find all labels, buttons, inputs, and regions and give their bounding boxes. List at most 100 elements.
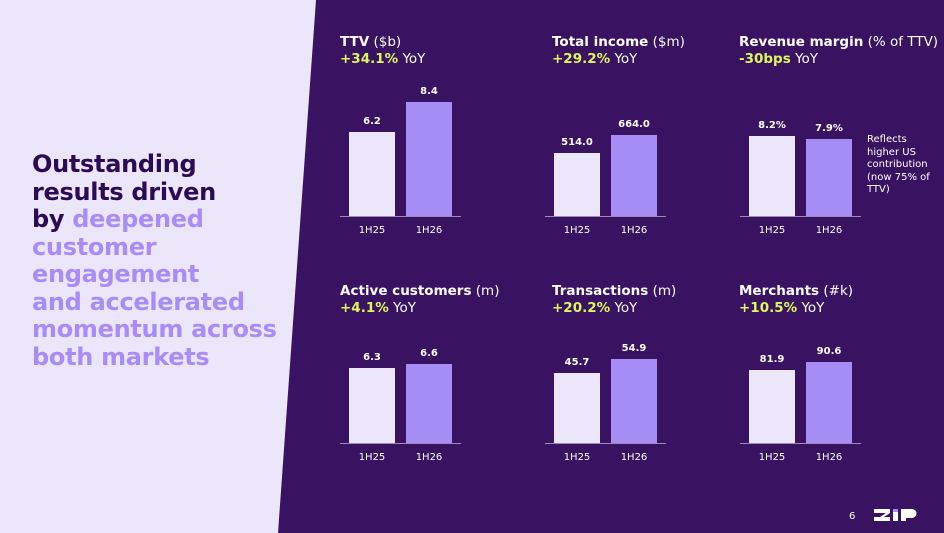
headline-text: customer — [32, 232, 157, 261]
bar — [406, 364, 452, 443]
value-label: 90.6 — [816, 346, 842, 357]
annotation: Reflects higher US contribution (now 75%… — [867, 134, 930, 195]
chart-unit: ($m) — [652, 34, 685, 50]
change-value: +10.5% — [739, 300, 798, 316]
value-label: 6.2 — [363, 115, 381, 127]
bar — [806, 362, 852, 443]
chart-title: Active customers (m) — [340, 283, 499, 299]
headline-text: momentum across — [32, 315, 277, 343]
category-label: 1H25 — [758, 452, 786, 463]
value-label: 81.9 — [759, 353, 785, 365]
headline-line: both markets — [32, 342, 277, 372]
axis-line — [740, 443, 861, 444]
value-label: 8.2% — [758, 120, 786, 131]
chart-title-text: Active customers — [340, 283, 472, 299]
change-suffix: YoY — [614, 51, 638, 67]
chart-title: TTV ($b) — [340, 34, 401, 50]
bar — [611, 135, 657, 216]
chart-change: +29.2% YoY — [552, 51, 637, 67]
headline-text: by — [32, 205, 65, 233]
zip-logo — [874, 509, 917, 521]
chart-title: Transactions (m) — [552, 283, 676, 299]
headline-line: customer — [32, 232, 277, 262]
change-suffix: YoY — [393, 300, 417, 316]
axis-line — [340, 216, 461, 217]
chart-unit: (m) — [652, 283, 677, 299]
chart-title: Merchants (#k) — [739, 283, 853, 299]
headline-line: by deepened — [32, 205, 277, 234]
value-label: 6.6 — [420, 348, 438, 359]
change-suffix: YoY — [795, 51, 819, 67]
chart-unit: (% of TTV) — [867, 34, 939, 50]
chart-unit: ($b) — [373, 34, 402, 50]
headline-line: and accelerated — [32, 287, 277, 317]
bar — [349, 131, 395, 216]
chart-change: +34.1% YoY — [340, 51, 425, 67]
headline-text: both markets — [32, 342, 210, 371]
change-suffix: YoY — [614, 300, 638, 316]
headline: Outstanding results driven by deepened cust… — [32, 150, 277, 372]
chart-title-text: TTV — [340, 34, 370, 50]
category-label: 1H25 — [358, 225, 386, 236]
headline-line: engagement — [32, 260, 277, 289]
chart-title: Revenue margin (% of TTV) — [739, 34, 938, 50]
category-label: 1H26 — [815, 225, 843, 236]
bar — [554, 153, 600, 216]
category-label: 1H26 — [620, 225, 648, 236]
change-value: +4.1% — [340, 300, 389, 316]
category-label: 1H25 — [563, 452, 591, 463]
change-suffix: YoY — [402, 51, 426, 67]
category-label: 1H26 — [620, 452, 648, 463]
axis-line — [740, 216, 861, 217]
chart-title-text: Merchants — [739, 283, 820, 299]
headline-text: results driven — [32, 177, 216, 206]
chart-title-text: Total income — [552, 34, 649, 50]
headline-text: engagement — [32, 260, 200, 288]
bar — [554, 373, 600, 443]
bar — [749, 369, 795, 443]
value-label: 7.9% — [815, 122, 843, 134]
chart-change: +20.2% YoY — [552, 300, 637, 316]
category-label: 1H25 — [358, 452, 386, 463]
headline-text: Outstanding — [32, 150, 197, 178]
chart-change: -30bps YoY — [739, 51, 818, 67]
change-value: +34.1% — [340, 51, 399, 67]
category-label: 1H26 — [415, 452, 443, 463]
headline-text: and accelerated — [32, 287, 245, 316]
chart-change: +10.5% YoY — [739, 300, 824, 316]
headline-line: momentum across — [32, 315, 277, 344]
bar — [611, 359, 657, 443]
change-suffix: YoY — [801, 300, 825, 316]
change-value: -30bps — [739, 51, 791, 67]
headline-line: results driven — [32, 177, 277, 207]
bar — [349, 367, 395, 443]
value-label: 6.3 — [363, 351, 381, 363]
headline-line: Outstanding — [32, 150, 277, 179]
axis-line — [340, 443, 461, 444]
value-label: 8.4 — [420, 86, 438, 97]
category-label: 1H26 — [815, 452, 843, 463]
chart-title-text: Revenue margin — [739, 34, 864, 50]
chart-title: Total income ($m) — [552, 34, 685, 50]
value-label: 664.0 — [618, 119, 650, 130]
chart-unit: (#k) — [823, 283, 854, 299]
value-label: 514.0 — [561, 137, 593, 149]
value-label: 54.9 — [621, 343, 647, 354]
axis-line — [545, 216, 666, 217]
category-label: 1H25 — [563, 225, 591, 236]
chart-unit: (m) — [475, 283, 500, 299]
category-label: 1H26 — [415, 225, 443, 236]
bar — [406, 102, 452, 216]
chart-title-text: Transactions — [552, 283, 649, 299]
axis-line — [545, 443, 666, 444]
change-value: +29.2% — [552, 51, 611, 67]
value-label: 45.7 — [564, 357, 590, 369]
bar — [806, 138, 852, 216]
bar — [749, 136, 795, 216]
headline-text: deepened — [72, 205, 204, 233]
page-number: 6 — [849, 511, 856, 522]
change-value: +20.2% — [552, 300, 611, 316]
category-label: 1H25 — [758, 225, 786, 236]
